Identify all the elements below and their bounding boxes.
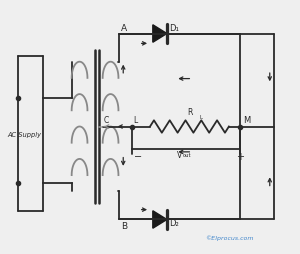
Text: out: out	[183, 152, 192, 157]
Text: L: L	[199, 114, 202, 119]
Text: L: L	[134, 115, 138, 124]
Text: V: V	[176, 151, 182, 160]
Text: B: B	[121, 221, 127, 230]
Text: D₁: D₁	[169, 24, 179, 33]
Text: −: −	[134, 151, 142, 161]
Text: C: C	[103, 116, 109, 125]
Text: A: A	[121, 24, 127, 33]
Text: R: R	[187, 107, 192, 116]
Polygon shape	[153, 211, 167, 228]
Text: AC Supply: AC Supply	[8, 131, 42, 137]
Polygon shape	[153, 26, 167, 43]
Text: +: +	[236, 151, 244, 161]
Text: ©Elprocus.com: ©Elprocus.com	[205, 235, 253, 240]
Text: M: M	[243, 115, 250, 124]
Text: D₂: D₂	[169, 218, 179, 227]
